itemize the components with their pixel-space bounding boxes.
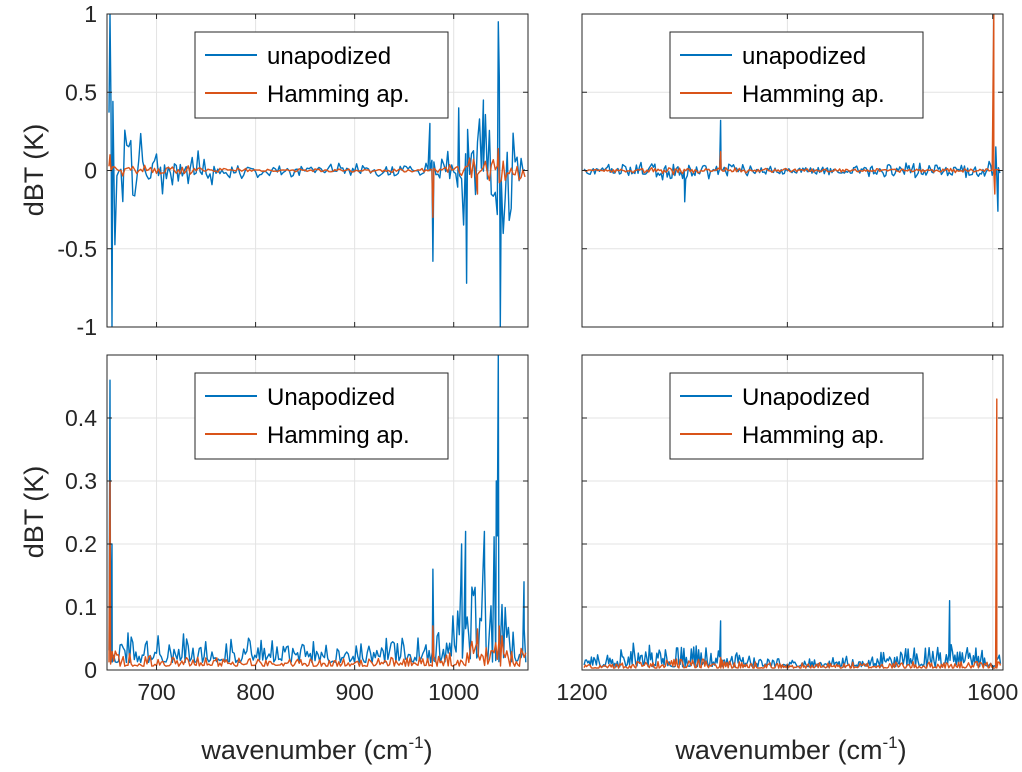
top-left-legend-label: unapodized	[267, 43, 391, 70]
xlabel-superscript: -1	[882, 733, 897, 752]
xlabel-close: )	[424, 735, 433, 765]
bottom-left-ylabel: dBT (K)	[19, 466, 49, 559]
xlabel-close: )	[898, 735, 907, 765]
top-right-legend-label: unapodized	[742, 43, 866, 70]
bottom-right-legend-label: Hamming ap.	[742, 422, 885, 449]
bottom-left-legend-label: Hamming ap.	[267, 422, 410, 449]
bottom-right-xtick-label: 1600	[967, 679, 1018, 705]
top-right-series-unapodized-line	[583, 119, 1001, 212]
top-right-legend-label: Hamming ap.	[742, 81, 885, 108]
bottom-left-axes-box	[106, 354, 529, 671]
bottom-left-xtick-label: 700	[137, 679, 175, 705]
bottom-left-ytick-label: 0.4	[65, 405, 97, 431]
bottom-left-ytick-label: 0.2	[65, 531, 97, 557]
top-left-series-hamming-line	[108, 147, 526, 219]
bottom-left-series-unapodized-line	[108, 355, 527, 664]
bottom-left-legend-label: Unapodized	[267, 384, 395, 411]
bottom-right-axes-box	[581, 354, 1004, 671]
top-left-legend-label: Hamming ap.	[267, 81, 410, 108]
bottom-right-xtick-label: 1400	[762, 679, 813, 705]
top-left-ytick-label: 0.5	[65, 79, 97, 105]
bottom-left-xlabel: wavenumber (cm-1)	[200, 733, 432, 765]
bottom-left-legend-box	[194, 372, 449, 460]
bottom-left-legend: Unapodized Hamming ap.	[194, 372, 449, 460]
bottom-left-xtick-label: 900	[335, 679, 373, 705]
bottom-left-xtick-label: 800	[236, 679, 274, 705]
bottom-right-legend-label: Unapodized	[742, 384, 870, 411]
top-left-ytick-label: -1	[77, 314, 97, 340]
top-right-panel: unapodized Hamming ap.	[581, 13, 1004, 328]
top-left-legend-box	[194, 31, 449, 119]
bottom-right-legend-box	[669, 372, 924, 460]
xlabel-superscript: -1	[408, 733, 423, 752]
top-left-ytick-label: 0	[84, 158, 97, 184]
top-left-series-unapodized-line	[108, 14, 526, 327]
bottom-right-panel: 1200 1400 1600 Unapodized Hamming ap.	[556, 354, 1018, 705]
top-right-legend: unapodized Hamming ap.	[669, 31, 924, 119]
top-left-ylabel: dBT (K)	[19, 124, 49, 217]
xlabel-main: wavenumber (cm	[674, 735, 882, 765]
top-left-legend: unapodized Hamming ap.	[194, 31, 449, 119]
bottom-left-ytick-label: 0	[84, 657, 97, 683]
bottom-left-panel: 700 800 900 1000 0 0.1 0.2 0.3 0.4 Unapodized Hamm…	[65, 354, 529, 705]
bottom-left-xtick-label: 1000	[428, 679, 479, 705]
bottom-right-xlabel: wavenumber (cm-1)	[674, 733, 906, 765]
bottom-left-ytick-label: 0.1	[65, 594, 97, 620]
top-left-ytick-label: 1	[84, 1, 97, 27]
top-right-legend-box	[669, 31, 924, 119]
bottom-right-legend: Unapodized Hamming ap.	[669, 372, 924, 460]
bottom-left-ytick-label: 0.3	[65, 468, 97, 494]
top-right-series-hamming-line	[583, 14, 1001, 195]
xlabel-main: wavenumber (cm	[200, 735, 408, 765]
bottom-right-xtick-label: 1200	[556, 679, 607, 705]
top-left-panel: -1 -0.5 0 0.5 1 unapodized Hamming ap.	[57, 1, 529, 340]
bottom-left-series-hamming-line	[108, 480, 527, 667]
bottom-right-series-hamming-line	[583, 398, 1002, 669]
top-left-ytick-label: -0.5	[57, 236, 97, 262]
